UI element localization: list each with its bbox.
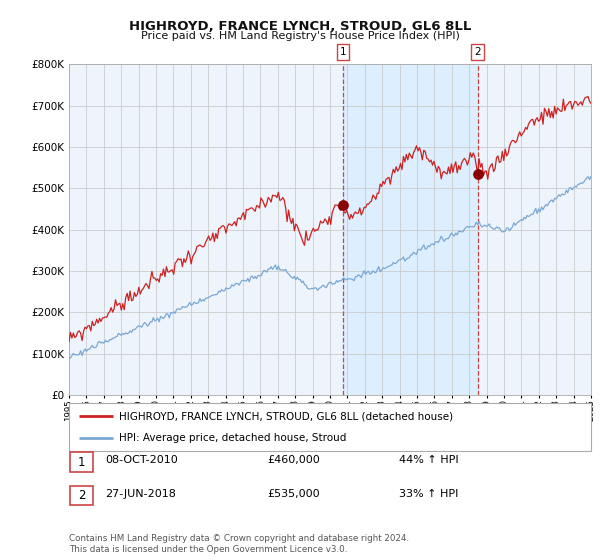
Point bbox=[338, 200, 348, 209]
Text: £535,000: £535,000 bbox=[267, 489, 320, 499]
Text: HIGHROYD, FRANCE LYNCH, STROUD, GL6 8LL (detached house): HIGHROYD, FRANCE LYNCH, STROUD, GL6 8LL … bbox=[119, 411, 453, 421]
Text: 1: 1 bbox=[340, 47, 346, 57]
Text: £460,000: £460,000 bbox=[267, 455, 320, 465]
Text: 1: 1 bbox=[78, 455, 85, 469]
Text: 27-JUN-2018: 27-JUN-2018 bbox=[105, 489, 176, 499]
Point bbox=[473, 169, 482, 178]
Text: 2: 2 bbox=[475, 47, 481, 57]
Text: 44% ↑ HPI: 44% ↑ HPI bbox=[399, 455, 458, 465]
Bar bbox=[343, 64, 478, 395]
Text: 2: 2 bbox=[78, 489, 85, 502]
Text: HPI: Average price, detached house, Stroud: HPI: Average price, detached house, Stro… bbox=[119, 433, 346, 443]
Text: 33% ↑ HPI: 33% ↑ HPI bbox=[399, 489, 458, 499]
Text: 08-OCT-2010: 08-OCT-2010 bbox=[105, 455, 178, 465]
Text: Contains HM Land Registry data © Crown copyright and database right 2024.
This d: Contains HM Land Registry data © Crown c… bbox=[69, 534, 409, 554]
Text: Price paid vs. HM Land Registry's House Price Index (HPI): Price paid vs. HM Land Registry's House … bbox=[140, 31, 460, 41]
Text: HIGHROYD, FRANCE LYNCH, STROUD, GL6 8LL: HIGHROYD, FRANCE LYNCH, STROUD, GL6 8LL bbox=[129, 20, 471, 32]
